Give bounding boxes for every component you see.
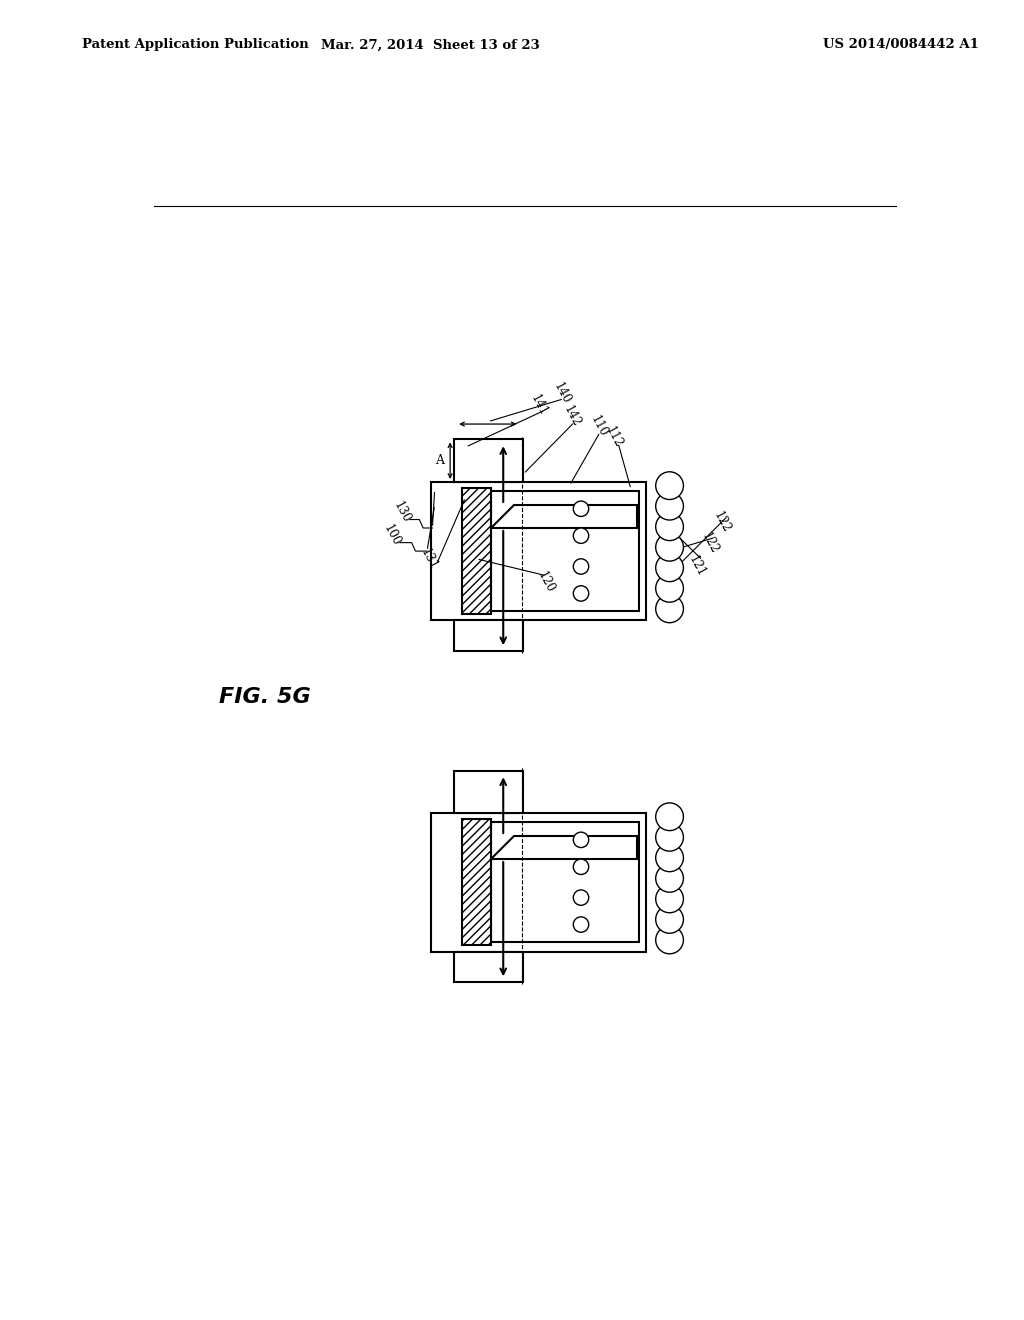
Circle shape — [573, 890, 589, 906]
Text: Mar. 27, 2014  Sheet 13 of 23: Mar. 27, 2014 Sheet 13 of 23 — [321, 38, 540, 51]
Text: 131: 131 — [418, 546, 439, 572]
Bar — [490, 822, 639, 942]
Circle shape — [655, 492, 683, 520]
Text: FIG. 5G: FIG. 5G — [219, 688, 311, 708]
Text: A: A — [435, 454, 443, 467]
Circle shape — [655, 884, 683, 912]
Circle shape — [655, 865, 683, 892]
Circle shape — [655, 471, 683, 499]
Bar — [431, 482, 646, 620]
Text: 120: 120 — [536, 569, 557, 595]
Text: 130: 130 — [391, 500, 414, 525]
Bar — [454, 771, 523, 813]
Circle shape — [655, 906, 683, 933]
Circle shape — [655, 595, 683, 623]
Text: 122: 122 — [699, 531, 721, 556]
Circle shape — [573, 917, 589, 932]
Circle shape — [655, 554, 683, 582]
Circle shape — [573, 502, 589, 516]
Text: US 2014/0084442 A1: US 2014/0084442 A1 — [823, 38, 979, 51]
Text: 142: 142 — [561, 404, 583, 429]
Circle shape — [573, 832, 589, 847]
Circle shape — [655, 574, 683, 602]
Circle shape — [573, 558, 589, 574]
Bar — [490, 491, 639, 611]
Circle shape — [655, 803, 683, 830]
Polygon shape — [490, 506, 637, 528]
Bar — [462, 818, 490, 945]
Circle shape — [655, 824, 683, 851]
Bar — [454, 440, 523, 482]
Circle shape — [573, 528, 589, 544]
Text: 110: 110 — [588, 413, 609, 440]
Text: Patent Application Publication: Patent Application Publication — [82, 38, 308, 51]
Text: 122: 122 — [711, 510, 733, 535]
Bar — [431, 813, 646, 952]
Bar — [462, 488, 490, 614]
Bar — [454, 952, 523, 982]
Circle shape — [655, 927, 683, 954]
Text: 141: 141 — [527, 392, 550, 417]
Circle shape — [573, 586, 589, 601]
Circle shape — [573, 859, 589, 875]
Polygon shape — [490, 836, 637, 859]
Text: 100: 100 — [381, 523, 403, 549]
Circle shape — [655, 513, 683, 541]
Text: 121: 121 — [686, 553, 708, 579]
Circle shape — [655, 533, 683, 561]
Circle shape — [655, 843, 683, 871]
Bar — [454, 620, 523, 651]
Text: 140: 140 — [551, 380, 572, 407]
Text: 112: 112 — [603, 424, 625, 450]
